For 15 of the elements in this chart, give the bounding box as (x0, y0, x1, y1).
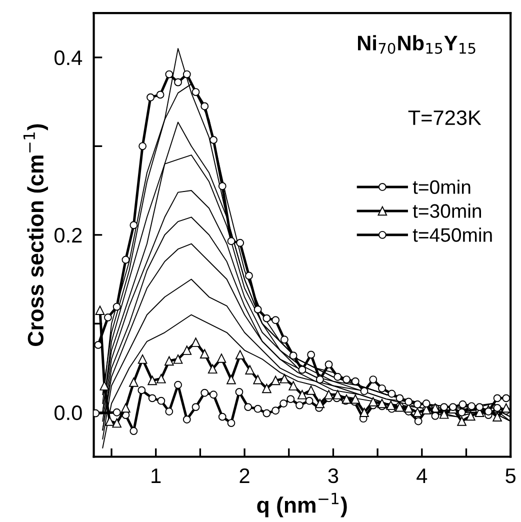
legend-label: t=0min (412, 180, 470, 194)
y-tick-label: 0.0 (54, 405, 82, 420)
y-tick-label: 0.4 (54, 50, 82, 66)
text: Ni$_{70}$Nb$_{15}$Y$_{15}$ (358, 35, 476, 54)
x-tick-label: 2 (240, 468, 250, 483)
legend-label: t=30min (412, 204, 482, 218)
x-tick-label: 5 (506, 468, 516, 484)
y-axis-title: Cross section (cm$^{−1}$) (23, 124, 48, 346)
annotation: T=723K (408, 110, 482, 126)
y-tick-label: 0.2 (54, 228, 82, 243)
x-tick-label: 1 (152, 468, 161, 483)
x-tick-label: 3 (328, 468, 338, 484)
x-tick-label: 4 (416, 468, 428, 483)
legend-label: t=450min (412, 228, 492, 242)
x-axis-title: q (nm$^{−1}$) (257, 492, 347, 518)
